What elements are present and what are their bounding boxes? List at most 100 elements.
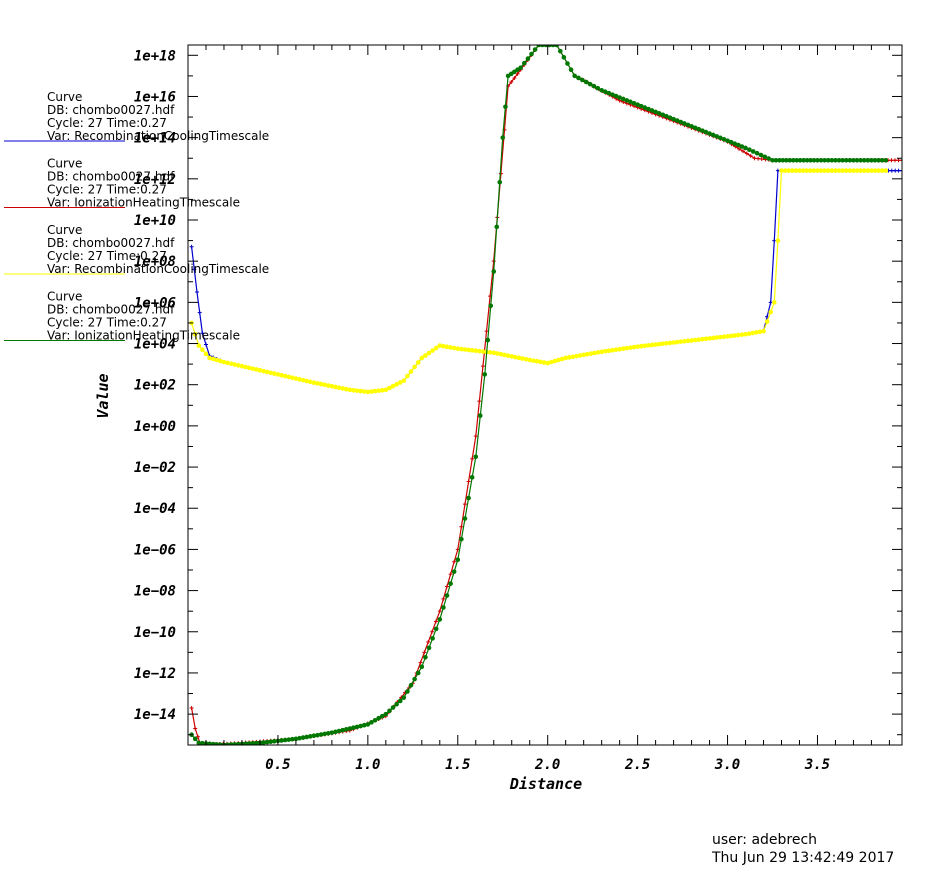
data-point — [430, 636, 435, 641]
data-point — [379, 713, 385, 719]
data-point — [232, 742, 238, 745]
data-point — [620, 346, 626, 351]
data-point — [758, 152, 764, 158]
data-point — [599, 349, 604, 355]
data-point — [779, 168, 784, 173]
data-point — [536, 45, 542, 48]
data-point — [197, 310, 202, 315]
plot-frame — [187, 44, 903, 746]
data-point — [261, 740, 266, 745]
data-point — [272, 371, 277, 376]
footer-timestamp: Thu Jun 29 13:42:49 2017 — [712, 850, 895, 866]
data-point — [372, 717, 378, 723]
data-point — [836, 168, 842, 173]
data-point — [192, 267, 197, 272]
data-point — [757, 329, 763, 335]
data-point — [311, 380, 317, 385]
data-point — [376, 388, 381, 393]
data-point — [843, 157, 849, 163]
data-point — [509, 80, 514, 85]
data-point — [318, 732, 324, 737]
data-point — [840, 168, 845, 173]
data-point — [770, 157, 775, 163]
y-tick-label: 1e+18 — [134, 48, 176, 64]
data-point — [297, 735, 302, 741]
data-point — [509, 354, 515, 359]
data-point — [563, 355, 568, 361]
data-point — [444, 593, 450, 598]
data-point — [581, 352, 586, 358]
data-point — [541, 360, 547, 365]
x-tick-label: 2.5 — [624, 757, 650, 773]
data-point — [448, 345, 453, 350]
data-point — [800, 168, 806, 173]
data-point — [469, 348, 475, 353]
data-point — [692, 337, 698, 343]
data-point — [547, 45, 552, 48]
data-point — [437, 343, 443, 348]
data-point — [732, 141, 738, 146]
data-point — [703, 336, 709, 342]
data-point — [329, 730, 335, 735]
y-tick-label: 1e−06 — [134, 542, 176, 558]
data-point — [854, 168, 860, 173]
data-point — [473, 454, 479, 460]
y-tick-label: 1e+16 — [134, 89, 176, 105]
data-point — [426, 645, 432, 651]
data-point — [754, 330, 759, 335]
data-point — [642, 105, 648, 110]
data-point — [595, 350, 601, 355]
data-point — [261, 368, 266, 374]
data-point — [246, 741, 252, 745]
data-point — [523, 356, 529, 362]
data-point — [807, 168, 813, 173]
data-point — [529, 51, 534, 57]
data-point — [221, 359, 227, 365]
data-point — [829, 168, 835, 173]
data-point — [780, 157, 786, 163]
data-point — [462, 502, 467, 507]
data-point — [422, 650, 427, 655]
data-point — [584, 351, 590, 357]
data-point — [613, 347, 619, 353]
data-point — [387, 708, 392, 714]
data-point — [656, 111, 662, 116]
data-point — [469, 475, 475, 480]
data-point — [628, 345, 633, 350]
data-point — [794, 157, 800, 163]
data-point — [484, 329, 489, 334]
data-point — [307, 734, 313, 739]
data-point — [682, 121, 687, 126]
data-point — [829, 157, 835, 163]
series-2 — [189, 45, 902, 745]
data-point — [703, 129, 709, 135]
y-axis-title: Value — [94, 373, 112, 418]
data-point — [502, 352, 507, 358]
data-point — [254, 367, 259, 372]
data-point — [210, 741, 216, 745]
data-point — [797, 168, 802, 173]
legend-text: Cycle: 27 Time:0.27 — [47, 316, 167, 330]
y-tick-label: 1e+06 — [134, 295, 176, 311]
data-point — [570, 354, 576, 360]
data-point — [351, 725, 356, 731]
data-point — [246, 365, 252, 371]
series-line — [191, 170, 902, 393]
data-point — [847, 157, 853, 163]
data-point — [718, 334, 723, 340]
data-point — [739, 332, 745, 337]
x-tick-label: 1.0 — [355, 757, 380, 773]
data-point — [200, 740, 205, 745]
data-point — [768, 309, 774, 315]
data-point — [818, 168, 824, 173]
data-point — [833, 168, 838, 173]
data-point — [728, 333, 734, 339]
data-point — [872, 168, 878, 173]
series-line — [191, 45, 902, 745]
data-point — [300, 377, 306, 383]
legend-text: Curve — [47, 90, 82, 104]
data-point — [710, 335, 716, 341]
data-point — [531, 358, 536, 363]
data-point — [333, 729, 338, 735]
data-point — [747, 147, 752, 153]
